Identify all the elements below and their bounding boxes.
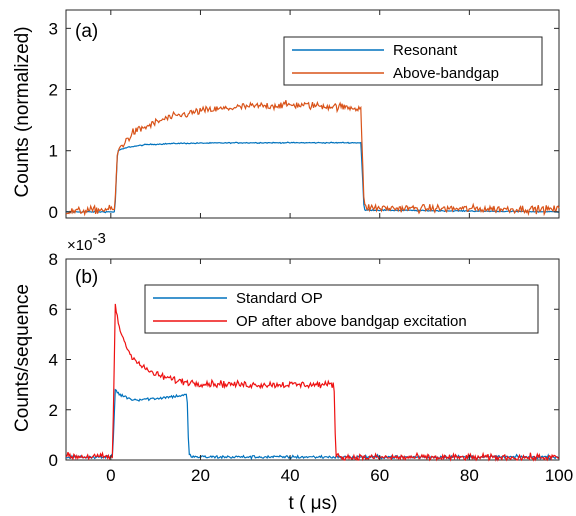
panel-a-legend: Resonant Above-bandgap: [283, 36, 543, 86]
x-tick-label: 20: [191, 466, 210, 485]
series-line-0-0: [65, 141, 559, 214]
panel-b-label: (b): [75, 267, 98, 288]
panel-a-label: (a): [75, 21, 98, 42]
panel-b-legend: Standard OP OP after above bandgap excit…: [144, 284, 539, 334]
series-line-0-1: [65, 100, 560, 217]
panel-b-ticks: 0 20 40 60 80 100 0 2 4 6 8: [49, 250, 574, 485]
x-tick-label: 100: [545, 466, 573, 485]
panel-a-series: [65, 100, 560, 217]
y-tick-label: 6: [49, 300, 58, 319]
panel-b-ylabel: Counts/sequence: [12, 284, 33, 432]
panel-b-series: [65, 303, 560, 462]
x-tick-label: 40: [281, 466, 300, 485]
legend-label-standard-op: Standard OP: [236, 290, 323, 307]
y-tick-label: 8: [49, 250, 58, 269]
panel-b-legend-box: [144, 284, 539, 334]
y-tick-label: 2: [49, 81, 58, 100]
y-tick-label: 0: [49, 203, 58, 222]
x-tick-label: 80: [460, 466, 479, 485]
panel-b-multiplier: ×10-3: [67, 230, 106, 254]
y-tick-label: 3: [49, 19, 58, 38]
legend-label-resonant: Resonant: [393, 42, 458, 59]
x-tick-label: 60: [370, 466, 389, 485]
panel-a-axes-box: [65, 9, 560, 219]
panel-a: 0 1 2 3 (a) Counts (normalized) Resonant Ab…: [12, 9, 560, 222]
x-tick-label: 0: [106, 466, 115, 485]
y-tick-label: 1: [49, 142, 58, 161]
panel-b: 0 20 40 60 80 100 0 2 4 6 8 (b) ×10-3 Counts/seque…: [12, 230, 573, 514]
y-tick-label: 4: [49, 351, 58, 370]
panel-a-ticks: 0 1 2 3: [49, 10, 560, 222]
panel-b-multiplier-exp: -3: [92, 230, 105, 247]
panel-b-xlabel: t ( μs): [289, 493, 338, 514]
y-tick-label: 0: [49, 451, 58, 470]
panel-a-ylabel: Counts (normalized): [12, 26, 33, 197]
legend-label-op-after-bandgap: OP after above bandgap excitation: [236, 313, 467, 330]
panel-b-multiplier-base: ×10: [67, 237, 92, 254]
panel-a-legend-box: [283, 36, 543, 86]
series-line-1-0: [66, 388, 560, 461]
series-line-1-1: [65, 303, 560, 462]
legend-label-above-bandgap: Above-bandgap: [393, 65, 499, 82]
y-tick-label: 2: [49, 401, 58, 420]
